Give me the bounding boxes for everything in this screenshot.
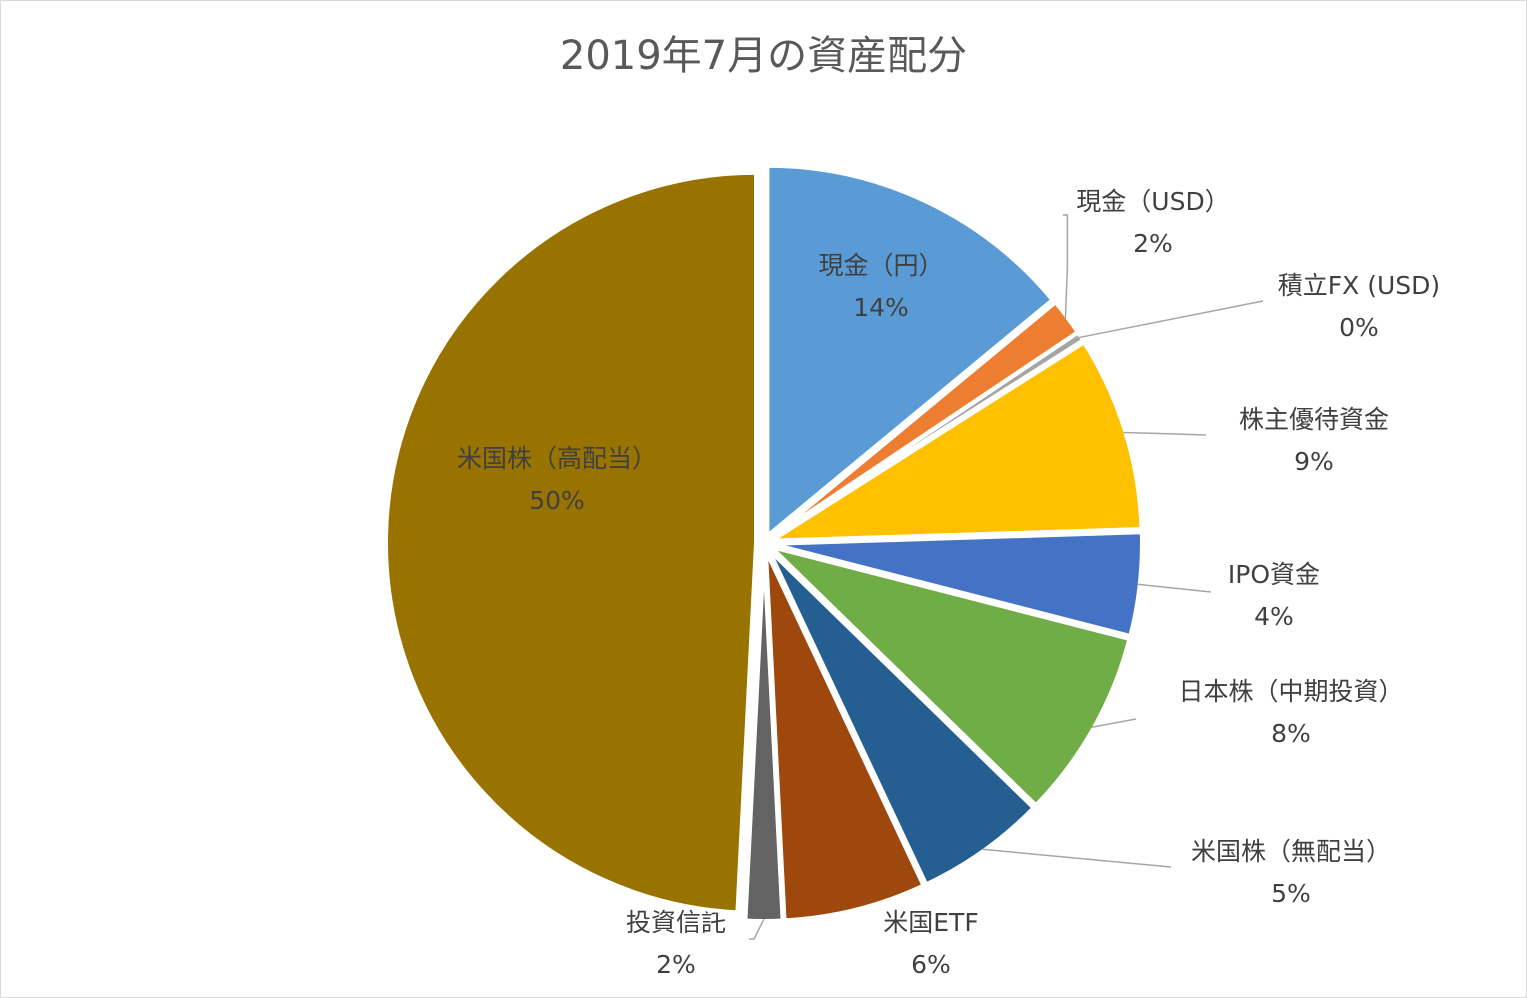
leader-line <box>749 918 765 940</box>
pie-slice <box>384 170 759 915</box>
slice-category-label: 株主優待資金 <box>1239 405 1389 434</box>
slice-percent-label: 9% <box>1294 447 1334 476</box>
slice-category-label: 米国株（高配当） <box>457 444 657 473</box>
slice-percent-label: 5% <box>1271 879 1311 908</box>
slice-percent-label: 8% <box>1271 719 1311 748</box>
leader-line <box>1078 300 1264 339</box>
slice-percent-label: 2% <box>656 950 696 979</box>
pie-slice <box>763 549 927 923</box>
leader-line <box>1091 718 1137 728</box>
pie-slice <box>766 548 1037 887</box>
leader-line <box>1123 431 1207 436</box>
slice-category-label: 現金（USD） <box>1076 187 1229 216</box>
slice-category-label: 日本株（中期投資） <box>1178 677 1403 706</box>
slice-category-label: 米国ETF <box>883 908 978 937</box>
leader-line <box>982 848 1172 868</box>
slice-percent-label: 2% <box>1133 229 1173 258</box>
leader-line <box>1063 214 1069 319</box>
pie-slice <box>743 550 785 924</box>
slice-category-label: IPO資金 <box>1228 560 1320 589</box>
slice-percent-label: 14% <box>853 293 909 322</box>
pie-slice <box>765 163 1056 541</box>
slice-percent-label: 6% <box>911 950 951 979</box>
pie-slice <box>764 543 1132 809</box>
chart-title: 2019年7月の資産配分 <box>559 33 968 79</box>
slice-percent-label: 50% <box>529 486 585 515</box>
leader-line <box>1137 583 1212 593</box>
slice-percent-label: 4% <box>1254 602 1294 631</box>
slice-category-label: 米国株（無配当） <box>1191 837 1391 866</box>
slice-category-label: 現金（円） <box>818 251 943 280</box>
slice-category-label: 積立FX (USD) <box>1278 271 1440 300</box>
slice-percent-label: 0% <box>1339 313 1379 342</box>
slice-category-label: 投資信託 <box>626 908 726 937</box>
